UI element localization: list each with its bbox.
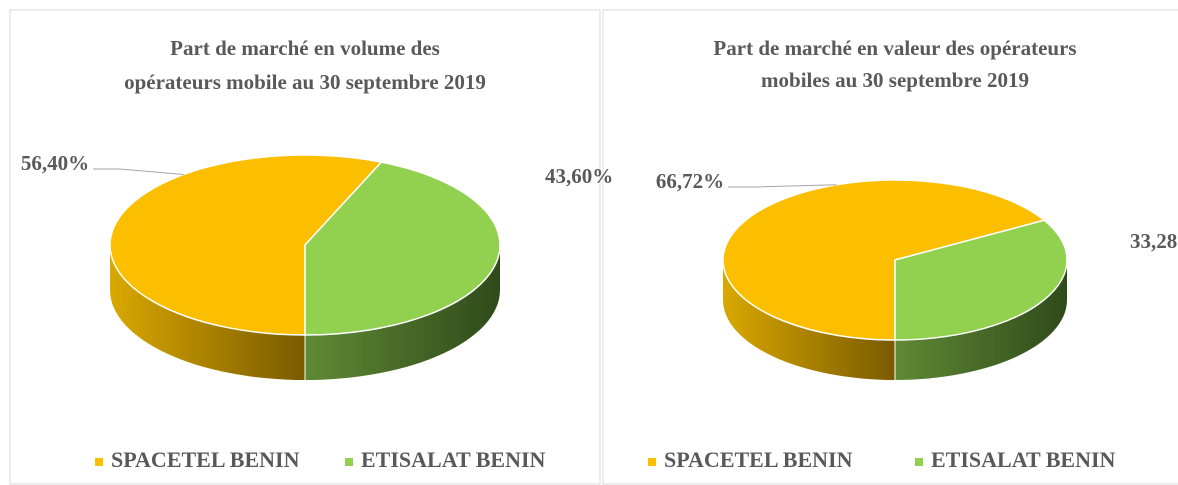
chart-title: mobiles au 30 septembre 2019 xyxy=(761,68,1029,92)
chart-title: opérateurs mobile au 30 septembre 2019 xyxy=(124,70,486,94)
slice xyxy=(894,219,1068,341)
leader-line xyxy=(728,184,837,188)
legend-label: ETISALAT BENIN xyxy=(931,447,1116,472)
slice xyxy=(304,161,501,336)
legend-label: ETISALAT BENIN xyxy=(361,447,546,472)
legend-marker xyxy=(345,458,353,466)
chart-border xyxy=(602,9,1178,485)
legend-marker xyxy=(648,458,656,466)
chart-title: Part de marché en volume des xyxy=(170,36,440,60)
chart-title: Part de marché en valeur des opérateurs xyxy=(713,36,1076,60)
data-label: 33,28% xyxy=(1130,229,1178,253)
data-label: 43,60% xyxy=(545,164,613,188)
legend-marker xyxy=(95,458,103,466)
slice-side xyxy=(305,245,500,380)
slice xyxy=(722,179,1046,341)
chart-border xyxy=(9,9,601,485)
legend-marker xyxy=(915,458,923,466)
slice-side xyxy=(110,245,305,380)
data-label: 56,40% xyxy=(21,151,89,175)
slice xyxy=(109,154,383,336)
data-label: 66,72% xyxy=(656,169,724,193)
slice-side xyxy=(895,260,1067,380)
legend-label: SPACETEL BENIN xyxy=(664,447,853,472)
slice-side xyxy=(723,260,895,380)
leader-line xyxy=(93,168,184,176)
legend-label: SPACETEL BENIN xyxy=(111,447,300,472)
